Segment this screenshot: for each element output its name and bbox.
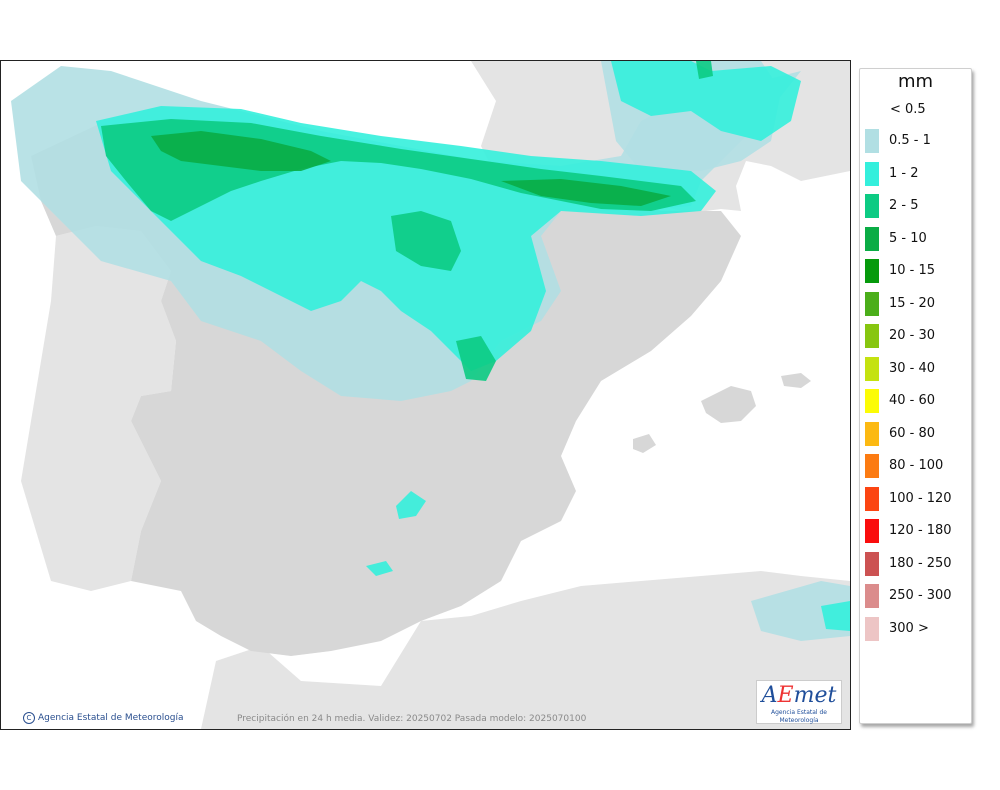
legend-label: 180 - 250 [889,555,952,571]
legend-label: 120 - 180 [889,523,952,538]
legend-label: 250 - 300 [889,588,952,603]
legend-first-label: < 0.5 [890,102,926,117]
legend-item: 60 - 80 [865,421,965,446]
legend-swatch [865,291,879,316]
legend-swatch [865,551,879,576]
legend-label: 30 - 40 [889,360,936,376]
legend-label: 2 - 5 [889,198,919,213]
menorca [781,373,811,388]
legend-swatch [865,356,879,381]
legend: mm < 0.5 0.5 - 1 1 - 2 2 - 5 5 - 10 10 - 15 1… [859,68,972,724]
precip-2-5-center [391,211,461,271]
legend-swatch [865,389,879,413]
africa-land [201,571,850,729]
legend-item: 120 - 180 [865,519,965,543]
copyright-icon: C [23,712,35,724]
legend-label: 300 > [889,620,929,636]
precip-1-2-east [611,61,801,141]
legend-swatch [865,194,879,218]
copyright-notice: C Agencia Estatal de Meteorología [23,712,184,724]
legend-label: 80 - 100 [889,458,944,473]
precipitation-map [1,61,850,729]
legend-swatch [865,259,879,283]
mallorca [701,386,756,423]
legend-swatch [865,129,879,153]
legend-label: 0.5 - 1 [889,133,931,148]
legend-swatch [865,616,879,641]
precip-1-2-africa [821,601,850,631]
legend-item: 1 - 2 [865,161,965,186]
precip-1-2-coast [366,561,393,576]
legend-label: 20 - 30 [889,328,936,343]
legend-swatch [865,519,879,543]
map-caption: Precipitación en 24 h media. Validez: 20… [237,714,587,724]
legend-unit: mm [897,71,934,92]
legend-item: 40 - 60 [865,389,965,413]
legend-swatch [865,421,879,446]
precip-2-5-iberian [456,336,496,381]
logo-wordmark: AEmet [761,683,837,708]
legend-swatch [865,226,879,251]
legend-label: 40 - 60 [889,393,936,408]
precip-5-10 [151,131,331,171]
legend-item: 100 - 120 [865,486,965,511]
legend-swatch [865,324,879,348]
portugal-land [21,226,176,591]
precip-1-2-south [396,491,426,519]
legend-item: 5 - 10 [865,226,965,251]
legend-item: 80 - 100 [865,454,965,478]
legend-item: 15 - 20 [865,291,965,316]
legend-item: 30 - 40 [865,356,965,381]
legend-label: 5 - 10 [889,230,927,246]
precip-0-5-1-africa [751,581,850,641]
ibiza [633,434,656,453]
legend-item: 250 - 300 [865,584,965,608]
legend-item: 300 > [865,616,965,641]
logo-subtitle: Agencia Estatal de Meteorología [770,709,827,724]
legend-swatch [865,161,879,186]
legend-label: 60 - 80 [889,425,936,441]
precip-5-10-east [501,179,671,206]
legend-label: 1 - 2 [889,165,919,181]
legend-item: 0.5 - 1 [865,129,965,153]
legend-swatch [865,486,879,511]
legend-item: 10 - 15 [865,259,965,283]
legend-swatch [865,454,879,478]
legend-swatch [865,584,879,608]
legend-label: 15 - 20 [889,295,936,311]
legend-item: 2 - 5 [865,194,965,218]
map-panel: C Agencia Estatal de Meteorología Precipi… [0,60,851,730]
legend-label: 100 - 120 [889,490,952,506]
legend-item: 180 - 250 [865,551,965,576]
aemet-logo: AEmet Agencia Estatal de Meteorología [756,680,842,724]
precip-2-5-bay [696,61,713,79]
copyright-text: Agencia Estatal de Meteorología [38,713,184,723]
legend-label: 10 - 15 [889,263,936,278]
legend-item: 20 - 30 [865,324,965,348]
